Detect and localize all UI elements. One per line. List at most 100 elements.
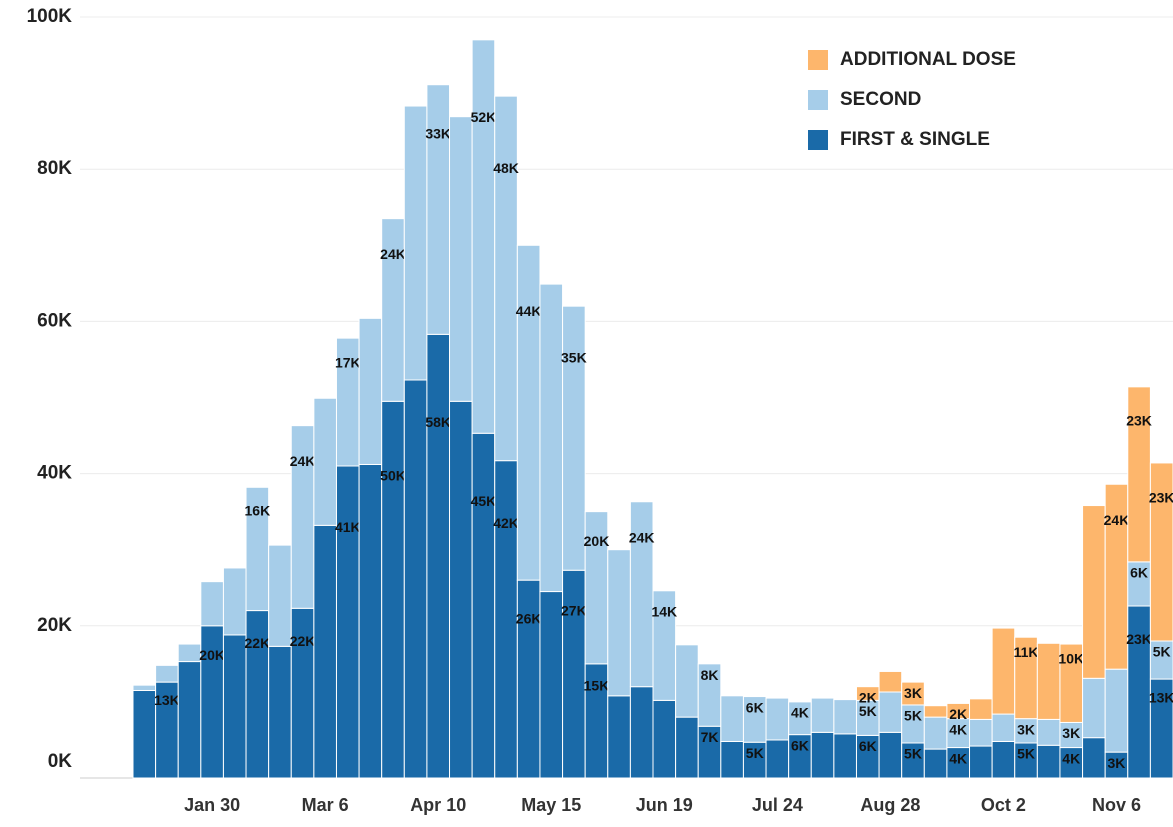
- bar-segment: [132, 689, 157, 779]
- value-label: 22K: [290, 633, 316, 649]
- bar-segment: [923, 716, 948, 750]
- bar-segment: [403, 379, 428, 779]
- value-label: 6K: [746, 699, 764, 715]
- value-label: 2K: [949, 706, 967, 722]
- bar-segment: [607, 549, 631, 697]
- value-label: 16K: [245, 503, 271, 519]
- value-label: 24K: [1104, 512, 1130, 528]
- y-tick-label: 40K: [37, 463, 72, 484]
- bar-segment: [313, 524, 337, 779]
- bar-segment: [675, 716, 699, 779]
- bar-segment: [607, 695, 631, 779]
- y-tick-label: 20K: [37, 615, 72, 636]
- legend-swatch: [808, 130, 828, 150]
- y-tick-label: 60K: [37, 310, 72, 331]
- bar-segment: [403, 105, 428, 381]
- bar-segment: [652, 699, 677, 779]
- value-label: 35K: [561, 350, 587, 366]
- value-label: 41K: [335, 519, 361, 535]
- bar-segment: [1104, 668, 1129, 753]
- legend-label: SECOND: [840, 89, 921, 110]
- bar-segment: [494, 460, 518, 779]
- value-label: 24K: [290, 453, 316, 469]
- value-label: 4K: [1062, 750, 1080, 766]
- bar-segment: [177, 661, 202, 779]
- value-label: 4K: [949, 750, 967, 766]
- bar-segment: [697, 663, 722, 727]
- value-label: 13K: [154, 692, 180, 708]
- bar-segment: [335, 465, 360, 779]
- bar-segment: [268, 544, 292, 647]
- bar-segment: [471, 39, 496, 434]
- legend-label: FIRST & SINGLE: [840, 129, 990, 150]
- bar-segment: [675, 644, 699, 718]
- bar-segment: [222, 567, 247, 636]
- value-label: 20K: [199, 647, 225, 663]
- bar-segment: [1036, 642, 1061, 720]
- value-label: 42K: [493, 515, 519, 531]
- value-label: 4K: [949, 721, 967, 737]
- y-tick-label: 0K: [48, 751, 73, 772]
- bar-segment: [358, 463, 383, 779]
- bar-segment: [1036, 744, 1061, 779]
- bar-segment: [969, 718, 993, 747]
- bar-segment: [155, 664, 179, 683]
- bar-segment: [833, 733, 857, 779]
- bar-segment: [1149, 462, 1173, 642]
- value-label: 23K: [1149, 489, 1173, 505]
- bar-segment: [426, 84, 451, 335]
- value-label: 52K: [471, 109, 497, 125]
- legend-label: ADDITIONAL DOSE: [840, 49, 1016, 70]
- value-label: 27K: [561, 603, 587, 619]
- x-tick-label: Jun 19: [636, 795, 693, 815]
- y-tick-label: 80K: [37, 158, 72, 179]
- bar-segment: [901, 681, 925, 706]
- bar-segment: [177, 643, 202, 663]
- bar-segment: [991, 713, 1016, 742]
- legend-swatch: [808, 50, 828, 70]
- bar-segment: [200, 581, 224, 627]
- bar-segment: [878, 670, 903, 693]
- bar-segment: [516, 244, 541, 581]
- value-label: 24K: [380, 246, 406, 262]
- bar-segment: [471, 432, 496, 779]
- value-label: 23K: [1126, 413, 1152, 429]
- bar-segment: [810, 697, 835, 733]
- value-label: 13K: [1149, 690, 1173, 706]
- value-label: 33K: [425, 125, 451, 141]
- value-label: 8K: [701, 667, 719, 683]
- bar-segment: [449, 116, 473, 402]
- value-label: 5K: [904, 746, 922, 762]
- value-label: 15K: [584, 677, 610, 693]
- x-tick-label: Jul 24: [752, 795, 803, 815]
- bar-segment: [923, 748, 948, 779]
- bar-segment: [358, 317, 383, 465]
- bar-segment: [629, 686, 654, 779]
- bar-segment: [1082, 677, 1106, 739]
- bar-segment: [878, 691, 903, 733]
- value-label: 17K: [335, 354, 361, 370]
- bar-segment: [833, 699, 857, 735]
- value-label: 3K: [1062, 725, 1080, 741]
- value-label: 4K: [791, 705, 809, 721]
- value-label: 22K: [245, 635, 271, 651]
- bar-segment: [562, 569, 586, 779]
- bar-segment: [810, 731, 835, 779]
- value-label: 10K: [1058, 650, 1084, 666]
- bar-segment: [268, 645, 292, 779]
- value-label: 20K: [584, 533, 610, 549]
- bar-segment: [720, 740, 744, 779]
- bar-segment: [132, 684, 157, 691]
- value-label: 58K: [425, 414, 451, 430]
- value-label: 11K: [1014, 644, 1039, 660]
- x-tick-label: Mar 6: [302, 795, 349, 815]
- y-tick-label: 100K: [27, 6, 73, 27]
- x-tick-label: Oct 2: [981, 795, 1026, 815]
- bar-segment: [969, 745, 993, 779]
- bar-segment: [720, 695, 744, 742]
- bar-segment: [878, 731, 903, 779]
- value-label: 26K: [516, 610, 542, 626]
- x-tick-label: Nov 6: [1092, 795, 1141, 815]
- value-label: 50K: [380, 467, 406, 483]
